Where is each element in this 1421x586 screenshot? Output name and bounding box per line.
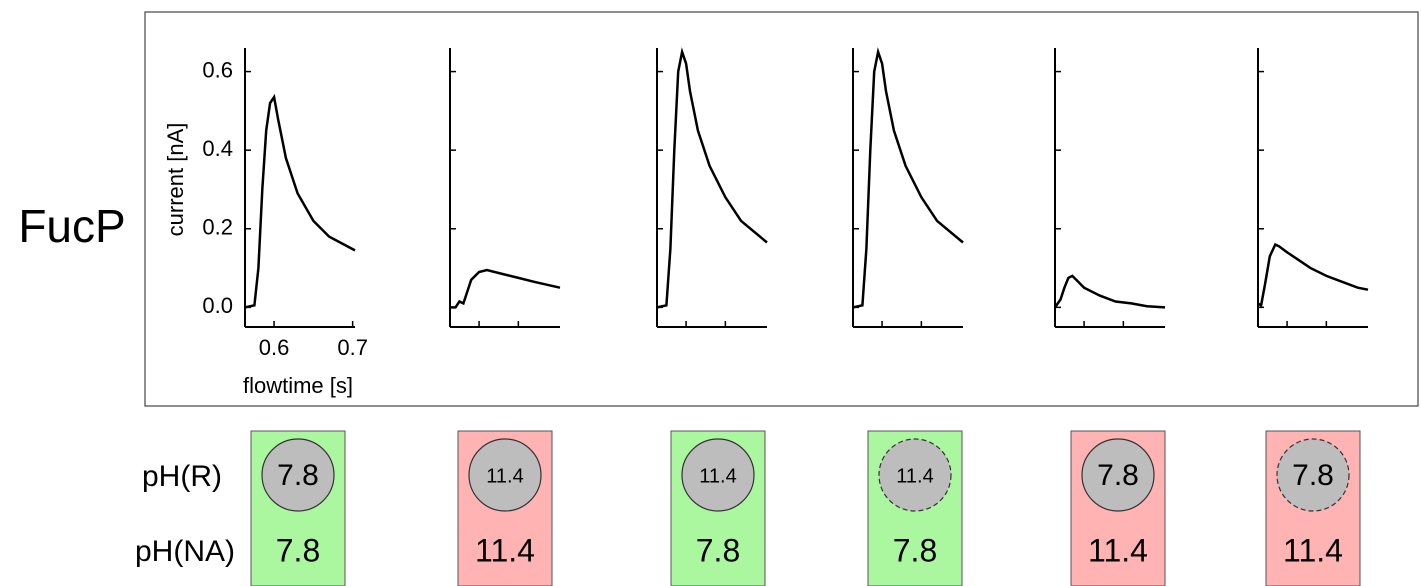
trace — [450, 268, 561, 309]
trace — [656, 47, 768, 309]
trace — [244, 93, 356, 309]
ph-r-value: 7.8 — [1292, 459, 1334, 492]
ph-r-circle — [1081, 438, 1155, 512]
ph-r-circle — [681, 438, 755, 512]
ph-na-value: 7.8 — [696, 532, 740, 568]
ph-r-value: 7.8 — [277, 459, 319, 492]
ph-r-circle — [468, 438, 542, 512]
y-tick-label: 0.0 — [202, 293, 233, 318]
ph-na-value: 7.8 — [893, 532, 937, 568]
trace — [1053, 274, 1166, 309]
x-axis-label: flowtime [s] — [243, 373, 353, 398]
row-label: pH(NA) — [135, 535, 235, 568]
ph-r-circle — [261, 438, 335, 512]
y-tick-label: 0.6 — [202, 57, 233, 82]
ph-na-value: 11.4 — [1283, 532, 1343, 568]
trace — [852, 47, 964, 309]
y-tick-label: 0.2 — [202, 215, 233, 240]
ph-na-value: 11.4 — [475, 532, 535, 568]
trace — [1257, 242, 1369, 308]
y-tick-label: 0.4 — [202, 136, 233, 161]
ph-r-value: 7.8 — [1097, 459, 1139, 492]
ph-r-value: 11.4 — [486, 465, 523, 487]
x-tick-label: 0.6 — [259, 335, 290, 360]
ph-r-value: 11.4 — [699, 465, 736, 487]
ph-r-circle — [878, 438, 952, 512]
ph-na-value: 7.8 — [276, 532, 320, 568]
frame — [144, 11, 1419, 407]
row-label: pH(R) — [142, 460, 222, 493]
y-axis-label: current [nA] — [163, 123, 188, 237]
ph-na-value: 11.4 — [1088, 532, 1148, 568]
ph-r-circle — [1276, 438, 1350, 512]
x-tick-label: 0.7 — [337, 335, 368, 360]
ph-r-value: 11.4 — [896, 465, 933, 487]
protein-label: FucP — [18, 200, 125, 252]
